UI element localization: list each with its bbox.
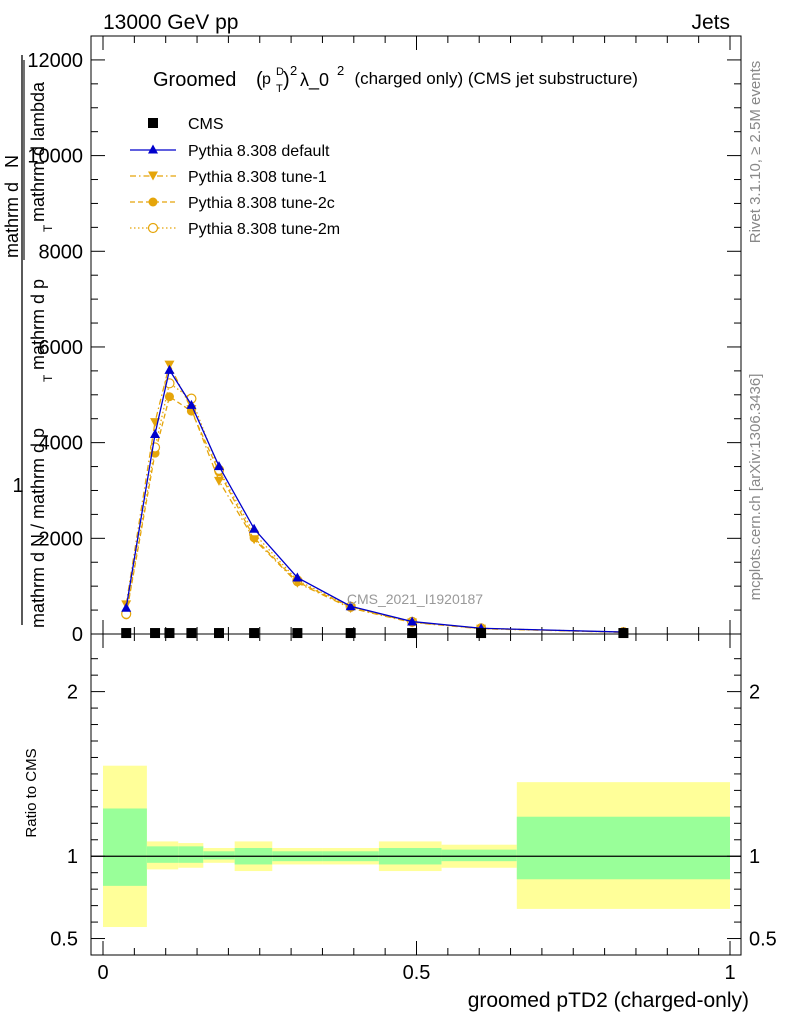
main-series bbox=[121, 360, 629, 639]
legend-label-default: Pythia 8.308 default bbox=[188, 143, 330, 160]
x-tick-label: 1 bbox=[724, 962, 735, 984]
point-pythia-8-308-default bbox=[345, 601, 356, 611]
legend-label-tune2m: Pythia 8.308 tune-2m bbox=[188, 221, 340, 238]
point-cms bbox=[476, 628, 487, 639]
ylabel-one: 1 bbox=[12, 475, 23, 497]
y-tick-label: 8000 bbox=[39, 241, 84, 263]
point-pythia-8-308-tune-1 bbox=[249, 535, 260, 545]
legend-entry-tune2c: Pythia 8.308 tune-2c bbox=[130, 195, 335, 212]
ratio-y-tick-label-right: 0.5 bbox=[749, 929, 777, 951]
point-pythia-8-308-default bbox=[213, 461, 224, 471]
y-tick-label: 6000 bbox=[39, 337, 84, 359]
mcplots-label: mcplots.cern.ch [arXiv:1306.3436] bbox=[747, 374, 764, 601]
y-tick-label: 12000 bbox=[27, 50, 83, 72]
legend-label-tune2c: Pythia 8.308 tune-2c bbox=[188, 195, 335, 212]
ratio-y-tick-label-left: 2 bbox=[67, 682, 78, 704]
ratio-band-inner bbox=[146, 846, 179, 863]
legend-label-cms: CMS bbox=[188, 116, 224, 133]
y-tick-label: 0 bbox=[72, 624, 83, 646]
legend-entry-tune1: Pythia 8.308 tune-1 bbox=[130, 169, 327, 186]
ylabel-den-sub: T bbox=[41, 374, 55, 382]
title-sup1: 2 bbox=[290, 63, 297, 78]
legend-entry-tune2m: Pythia 8.308 tune-2m bbox=[130, 221, 340, 238]
title-D: D bbox=[276, 66, 284, 78]
ratio-y-tick-label-right: 1 bbox=[749, 846, 760, 868]
ratio-y-ticks: 0.5 0.5 1 1 2 2 bbox=[50, 658, 777, 951]
point-cms bbox=[164, 628, 175, 639]
legend-marker-default bbox=[148, 144, 158, 154]
point-cms bbox=[292, 628, 303, 639]
chart-title: Groomed ( p D T ) 2 λ_0 2 (charged only)… bbox=[153, 63, 638, 95]
main-y-label: 1 mathrm d N / mathrm d p T mathrm d N m… bbox=[2, 55, 55, 628]
ratio-band-inner bbox=[441, 849, 517, 862]
point-pythia-8-308-default bbox=[164, 364, 175, 374]
x-axis-label: groomed pTD2 (charged-only) bbox=[468, 989, 749, 1012]
legend-label-tune1: Pythia 8.308 tune-1 bbox=[188, 169, 327, 186]
legend-marker-tune2c bbox=[148, 197, 158, 207]
point-cms bbox=[121, 628, 132, 639]
title-lambda: λ_0 bbox=[300, 70, 329, 91]
legend-marker-cms bbox=[148, 118, 158, 128]
point-cms bbox=[249, 628, 260, 639]
rivet-label: Rivet 3.1.10, ≥ 2.5M events bbox=[747, 61, 764, 244]
title-paren-close: ) bbox=[283, 69, 290, 91]
point-pythia-8-308-default bbox=[249, 523, 260, 533]
y-tick-label: 4000 bbox=[39, 433, 84, 455]
ratio-y-tick-label-left: 0.5 bbox=[50, 929, 78, 951]
title-sup2: 2 bbox=[337, 63, 344, 78]
point-cms bbox=[407, 628, 418, 639]
point-cms bbox=[618, 628, 629, 639]
point-cms bbox=[213, 628, 224, 639]
point-pythia-8-308-tune-2c bbox=[164, 392, 174, 402]
legend: CMS Pythia 8.308 default Pythia 8.308 tu… bbox=[130, 116, 340, 238]
point-cms bbox=[150, 628, 161, 639]
title-p: p bbox=[262, 71, 271, 88]
analysis-watermark: CMS_2021_I1920187 bbox=[347, 591, 483, 607]
ratio-band-inner bbox=[516, 816, 730, 880]
ratio-band-inner bbox=[203, 851, 235, 860]
ratio-x-ticks: 0 0.5 1 bbox=[97, 634, 736, 984]
y-tick-label: 10000 bbox=[27, 146, 83, 168]
title-tail: (charged only) (CMS jet substructure) bbox=[345, 69, 638, 88]
ratio-bands bbox=[91, 765, 741, 928]
point-pythia-8-308-tune-1 bbox=[213, 476, 224, 486]
ylabel-den2-tail: mathrm d lambda bbox=[28, 81, 48, 222]
legend-marker-tune2m bbox=[147, 222, 159, 234]
point-pythia-8-308-default bbox=[121, 602, 132, 612]
legend-marker-tune1 bbox=[148, 171, 158, 181]
header-right: Jets bbox=[691, 11, 730, 34]
point-pythia-8-308-default bbox=[150, 429, 161, 439]
x-tick-label: 0.5 bbox=[403, 962, 431, 984]
ratio-band-inner bbox=[103, 808, 147, 886]
ylabel-den2: mathrm d p bbox=[28, 279, 48, 370]
point-cms bbox=[345, 628, 356, 639]
ylabel-num: mathrm d bbox=[2, 182, 22, 258]
x-tick-label: 0 bbox=[97, 962, 108, 984]
title-paren-open: ( bbox=[256, 69, 263, 91]
ratio-y-label: Ratio to CMS bbox=[23, 748, 40, 837]
legend-entry-default: Pythia 8.308 default bbox=[130, 143, 330, 160]
ylabel-num-n: N bbox=[2, 155, 22, 168]
ylabel-den2-sub: T bbox=[41, 224, 55, 232]
ratio-band-inner bbox=[178, 846, 204, 863]
point-pythia-8-308-default bbox=[292, 572, 303, 582]
main-y-ticks: 0 2000 4000 6000 8000 10000 12000 bbox=[27, 35, 741, 646]
ylabel-den: mathrm d N / mathrm d p bbox=[28, 428, 48, 628]
ratio-y-tick-label-right: 2 bbox=[749, 682, 760, 704]
point-pythia-8-308-default bbox=[186, 399, 197, 409]
point-pythia-8-308-default bbox=[407, 616, 418, 626]
header-left: 13000 GeV pp bbox=[103, 11, 238, 34]
series-line-pythia-8-308-tune-1 bbox=[125, 362, 624, 633]
point-cms bbox=[186, 628, 197, 639]
ratio-y-tick-label-left: 1 bbox=[67, 846, 78, 868]
title-main: Groomed bbox=[153, 69, 236, 91]
y-tick-label: 2000 bbox=[39, 528, 84, 550]
legend-entry-cms: CMS bbox=[148, 116, 224, 133]
series-line-pythia-8-308-tune-2c bbox=[125, 395, 624, 633]
title-T: T bbox=[276, 83, 283, 95]
